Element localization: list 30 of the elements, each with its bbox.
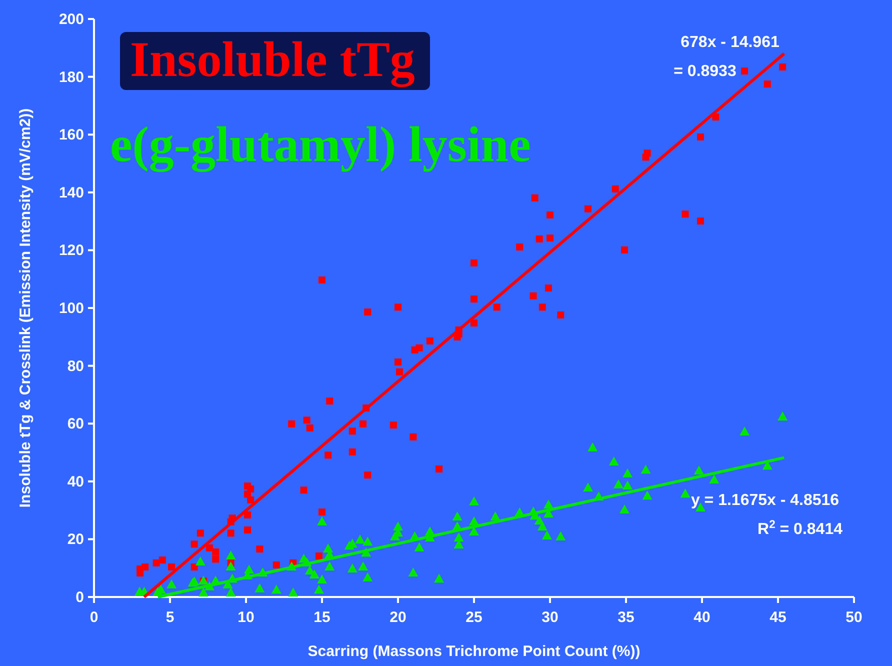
text: Insoluble tTg bbox=[130, 31, 415, 88]
y-tick-label: 200 bbox=[58, 11, 84, 28]
x-tick-label: 25 bbox=[466, 609, 482, 626]
y-tick-label: 20 bbox=[67, 531, 84, 548]
x-tick-label: 0 bbox=[90, 609, 98, 626]
x-tick-label: 20 bbox=[390, 609, 406, 626]
y-tick-label: 60 bbox=[67, 416, 84, 433]
x-tick-label: 15 bbox=[314, 609, 330, 626]
y-tick-label: 80 bbox=[67, 358, 84, 375]
x-tick-label: 50 bbox=[846, 609, 862, 626]
annotation: 678x - 14.961 bbox=[680, 34, 780, 51]
x-tick-label: 40 bbox=[694, 609, 710, 626]
x-tick-label: 35 bbox=[618, 609, 634, 626]
x-tick-label: 45 bbox=[770, 609, 786, 626]
y-tick-label: 0 bbox=[76, 589, 84, 606]
y-tick-label: 140 bbox=[58, 184, 84, 202]
y-tick-label: 100 bbox=[58, 300, 84, 317]
x-axis-title: Scarring (Massons Trichrome Point Count (%)) bbox=[308, 643, 640, 660]
y-tick-label: 160 bbox=[58, 126, 84, 144]
y-tick-label: 180 bbox=[58, 68, 84, 86]
x-tick-label: 10 bbox=[238, 609, 254, 626]
text: e(g-glutamyl) lysine bbox=[110, 116, 531, 173]
annotation: y = 1.1675x - 4.8516 bbox=[690, 492, 840, 509]
x-tick-label: 5 bbox=[166, 609, 174, 626]
annotation: R$^{2}$ = 0.8414 bbox=[758, 519, 843, 538]
y-axis-title: Insoluble tTg & Crosslink (Emission Intensity (mV/cm2)) bbox=[17, 108, 34, 508]
y-tick-label: 40 bbox=[67, 473, 84, 490]
annotation: = 0.8933 bbox=[674, 63, 736, 80]
y-tick-label: 120 bbox=[58, 242, 84, 260]
x-tick-label: 30 bbox=[542, 609, 558, 626]
